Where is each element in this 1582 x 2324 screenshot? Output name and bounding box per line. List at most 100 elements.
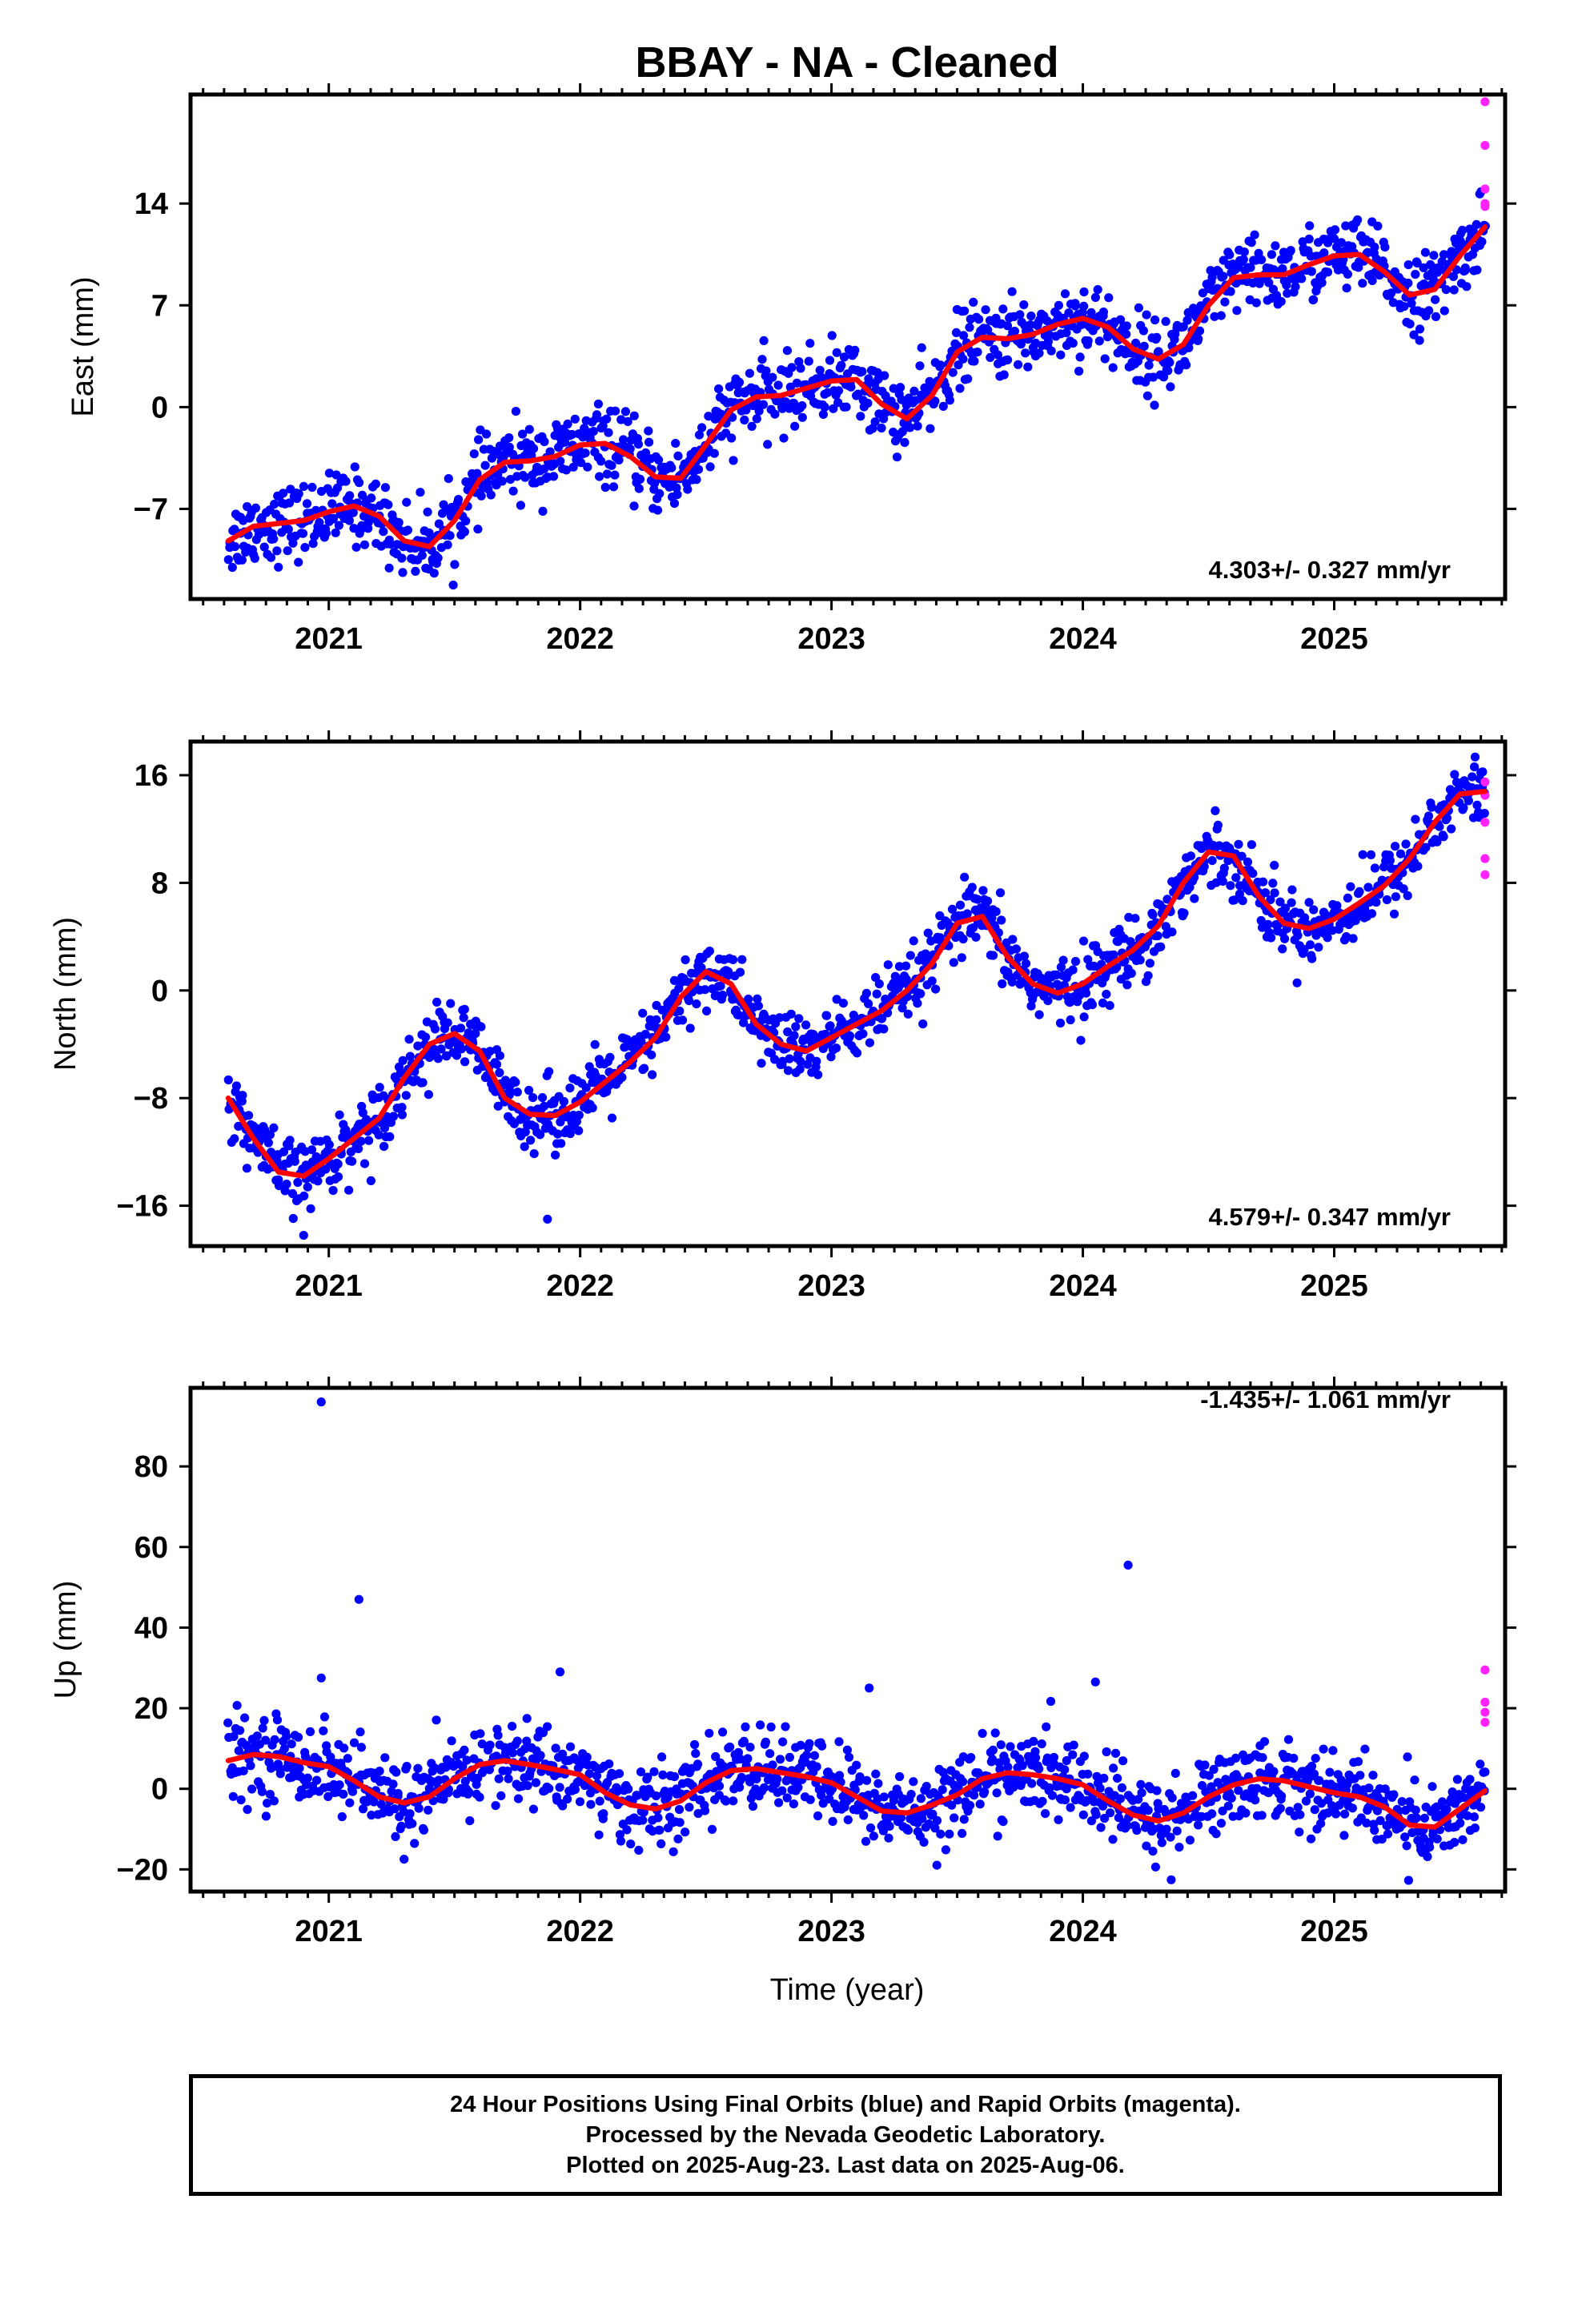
final-orbit-point xyxy=(1079,287,1089,297)
final-orbit-point xyxy=(294,557,303,567)
final-orbit-point xyxy=(926,424,935,433)
final-orbit-point xyxy=(1243,857,1253,866)
final-orbit-point xyxy=(748,1801,758,1811)
final-orbit-point xyxy=(789,1799,799,1809)
final-orbit-point xyxy=(493,1731,503,1740)
final-orbit-point xyxy=(852,1048,862,1058)
final-orbit-point xyxy=(1391,842,1400,851)
final-orbit-point xyxy=(1220,297,1230,307)
final-orbit-point xyxy=(1456,236,1465,246)
final-orbit-point xyxy=(980,1787,990,1797)
final-orbit-point xyxy=(1452,1775,1462,1784)
final-orbit-point xyxy=(610,470,620,480)
final-orbit-point xyxy=(563,1794,572,1804)
final-orbit-point xyxy=(364,1136,374,1145)
final-orbit-point xyxy=(1271,241,1280,251)
final-orbit-point xyxy=(757,1059,766,1068)
final-orbit-point xyxy=(829,404,838,413)
final-orbit-point xyxy=(355,1727,365,1737)
final-orbit-point xyxy=(785,1752,795,1762)
final-orbit-point xyxy=(945,396,954,405)
final-orbit-point xyxy=(491,1801,500,1811)
final-orbit-point xyxy=(1275,1803,1285,1813)
final-orbit-point xyxy=(705,947,715,956)
final-orbit-point xyxy=(701,985,710,995)
final-orbit-point xyxy=(1377,1835,1387,1844)
final-orbit-point xyxy=(516,501,526,510)
final-orbit-point xyxy=(734,1010,744,1020)
final-orbit-point xyxy=(284,498,295,508)
final-orbit-point xyxy=(263,1799,272,1808)
final-orbit-point xyxy=(1301,1796,1311,1806)
final-orbit-point xyxy=(959,1815,969,1824)
final-orbit-point xyxy=(647,1050,656,1059)
final-orbit-point xyxy=(1031,1753,1041,1763)
final-orbit-point xyxy=(960,872,970,882)
final-orbit-point xyxy=(1042,1722,1051,1731)
final-orbit-point xyxy=(1038,1796,1047,1806)
north-panel: −16 −8 0 8 16 2021 2022 2023 2024 2025 North (mm) 4… xyxy=(49,730,1516,1303)
final-orbit-point xyxy=(1353,215,1363,225)
up-model-curve xyxy=(225,1751,1488,1830)
final-orbit-point xyxy=(858,1029,868,1039)
y-tick-label: −7 xyxy=(134,493,168,526)
final-orbit-point xyxy=(1118,1756,1128,1766)
final-orbit-point xyxy=(1305,1789,1315,1799)
final-orbit-point xyxy=(604,428,613,437)
final-orbit-point xyxy=(1134,303,1143,312)
final-orbit-point xyxy=(1343,893,1352,903)
up-panel: −20 0 20 40 60 80 2021 2022 2023 2024 2025 Up (mm) -… xyxy=(49,1377,1516,1948)
final-orbit-point xyxy=(1403,891,1412,900)
final-orbit-point xyxy=(405,1051,415,1061)
y-tick-label: −16 xyxy=(117,1190,168,1224)
final-orbit-point xyxy=(795,1064,805,1074)
final-orbit-point xyxy=(1425,1843,1435,1852)
final-orbit-point xyxy=(932,1815,942,1825)
final-orbit-point xyxy=(1370,863,1379,873)
final-orbit-point xyxy=(471,1029,480,1039)
final-orbit-point xyxy=(1317,278,1327,287)
rapid-orbit-point xyxy=(1480,777,1490,787)
final-orbit-point xyxy=(1351,1783,1361,1793)
final-orbit-point xyxy=(1104,293,1114,303)
final-orbit-point xyxy=(721,1796,731,1806)
final-orbit-point xyxy=(433,553,443,563)
final-orbit-point xyxy=(295,1763,304,1773)
final-orbit-point xyxy=(349,1738,359,1747)
final-orbit-point xyxy=(1264,1787,1274,1798)
final-orbit-point xyxy=(905,951,915,960)
final-orbit-point xyxy=(671,439,681,448)
final-orbit-point xyxy=(1010,326,1019,336)
final-orbit-point xyxy=(640,1029,650,1039)
final-orbit-point xyxy=(1109,950,1118,959)
final-orbit-point xyxy=(383,500,393,509)
final-orbit-point xyxy=(774,1798,784,1807)
final-orbit-point xyxy=(832,995,841,1004)
final-orbit-point xyxy=(508,486,518,496)
north-final-orbit-points xyxy=(223,752,1490,1240)
final-orbit-point xyxy=(1018,1761,1027,1771)
final-orbit-point xyxy=(459,1013,468,1023)
final-orbit-point xyxy=(1019,951,1029,961)
final-orbit-point xyxy=(958,934,968,944)
final-orbit-point xyxy=(981,305,990,315)
final-orbit-point xyxy=(339,1789,348,1799)
y-tick-label: 16 xyxy=(135,759,168,793)
final-orbit-point xyxy=(594,1830,604,1839)
final-orbit-point xyxy=(983,325,993,335)
final-orbit-point xyxy=(1367,275,1377,285)
final-orbit-point xyxy=(958,354,968,364)
final-orbit-point xyxy=(1248,869,1258,879)
final-orbit-point xyxy=(592,410,602,420)
final-orbit-point xyxy=(1258,1753,1267,1763)
final-orbit-point xyxy=(430,1024,440,1034)
final-orbit-point xyxy=(834,1771,845,1780)
final-orbit-point xyxy=(729,1796,738,1806)
final-orbit-point xyxy=(1314,943,1323,952)
final-orbit-point xyxy=(1271,291,1282,300)
final-orbit-point xyxy=(390,1804,400,1814)
y-tick-label: 40 xyxy=(135,1611,168,1645)
final-orbit-point xyxy=(359,540,370,549)
final-orbit-point xyxy=(1280,903,1291,913)
east-rate-label: 4.303+/- 0.327 mm/yr xyxy=(1209,556,1451,584)
